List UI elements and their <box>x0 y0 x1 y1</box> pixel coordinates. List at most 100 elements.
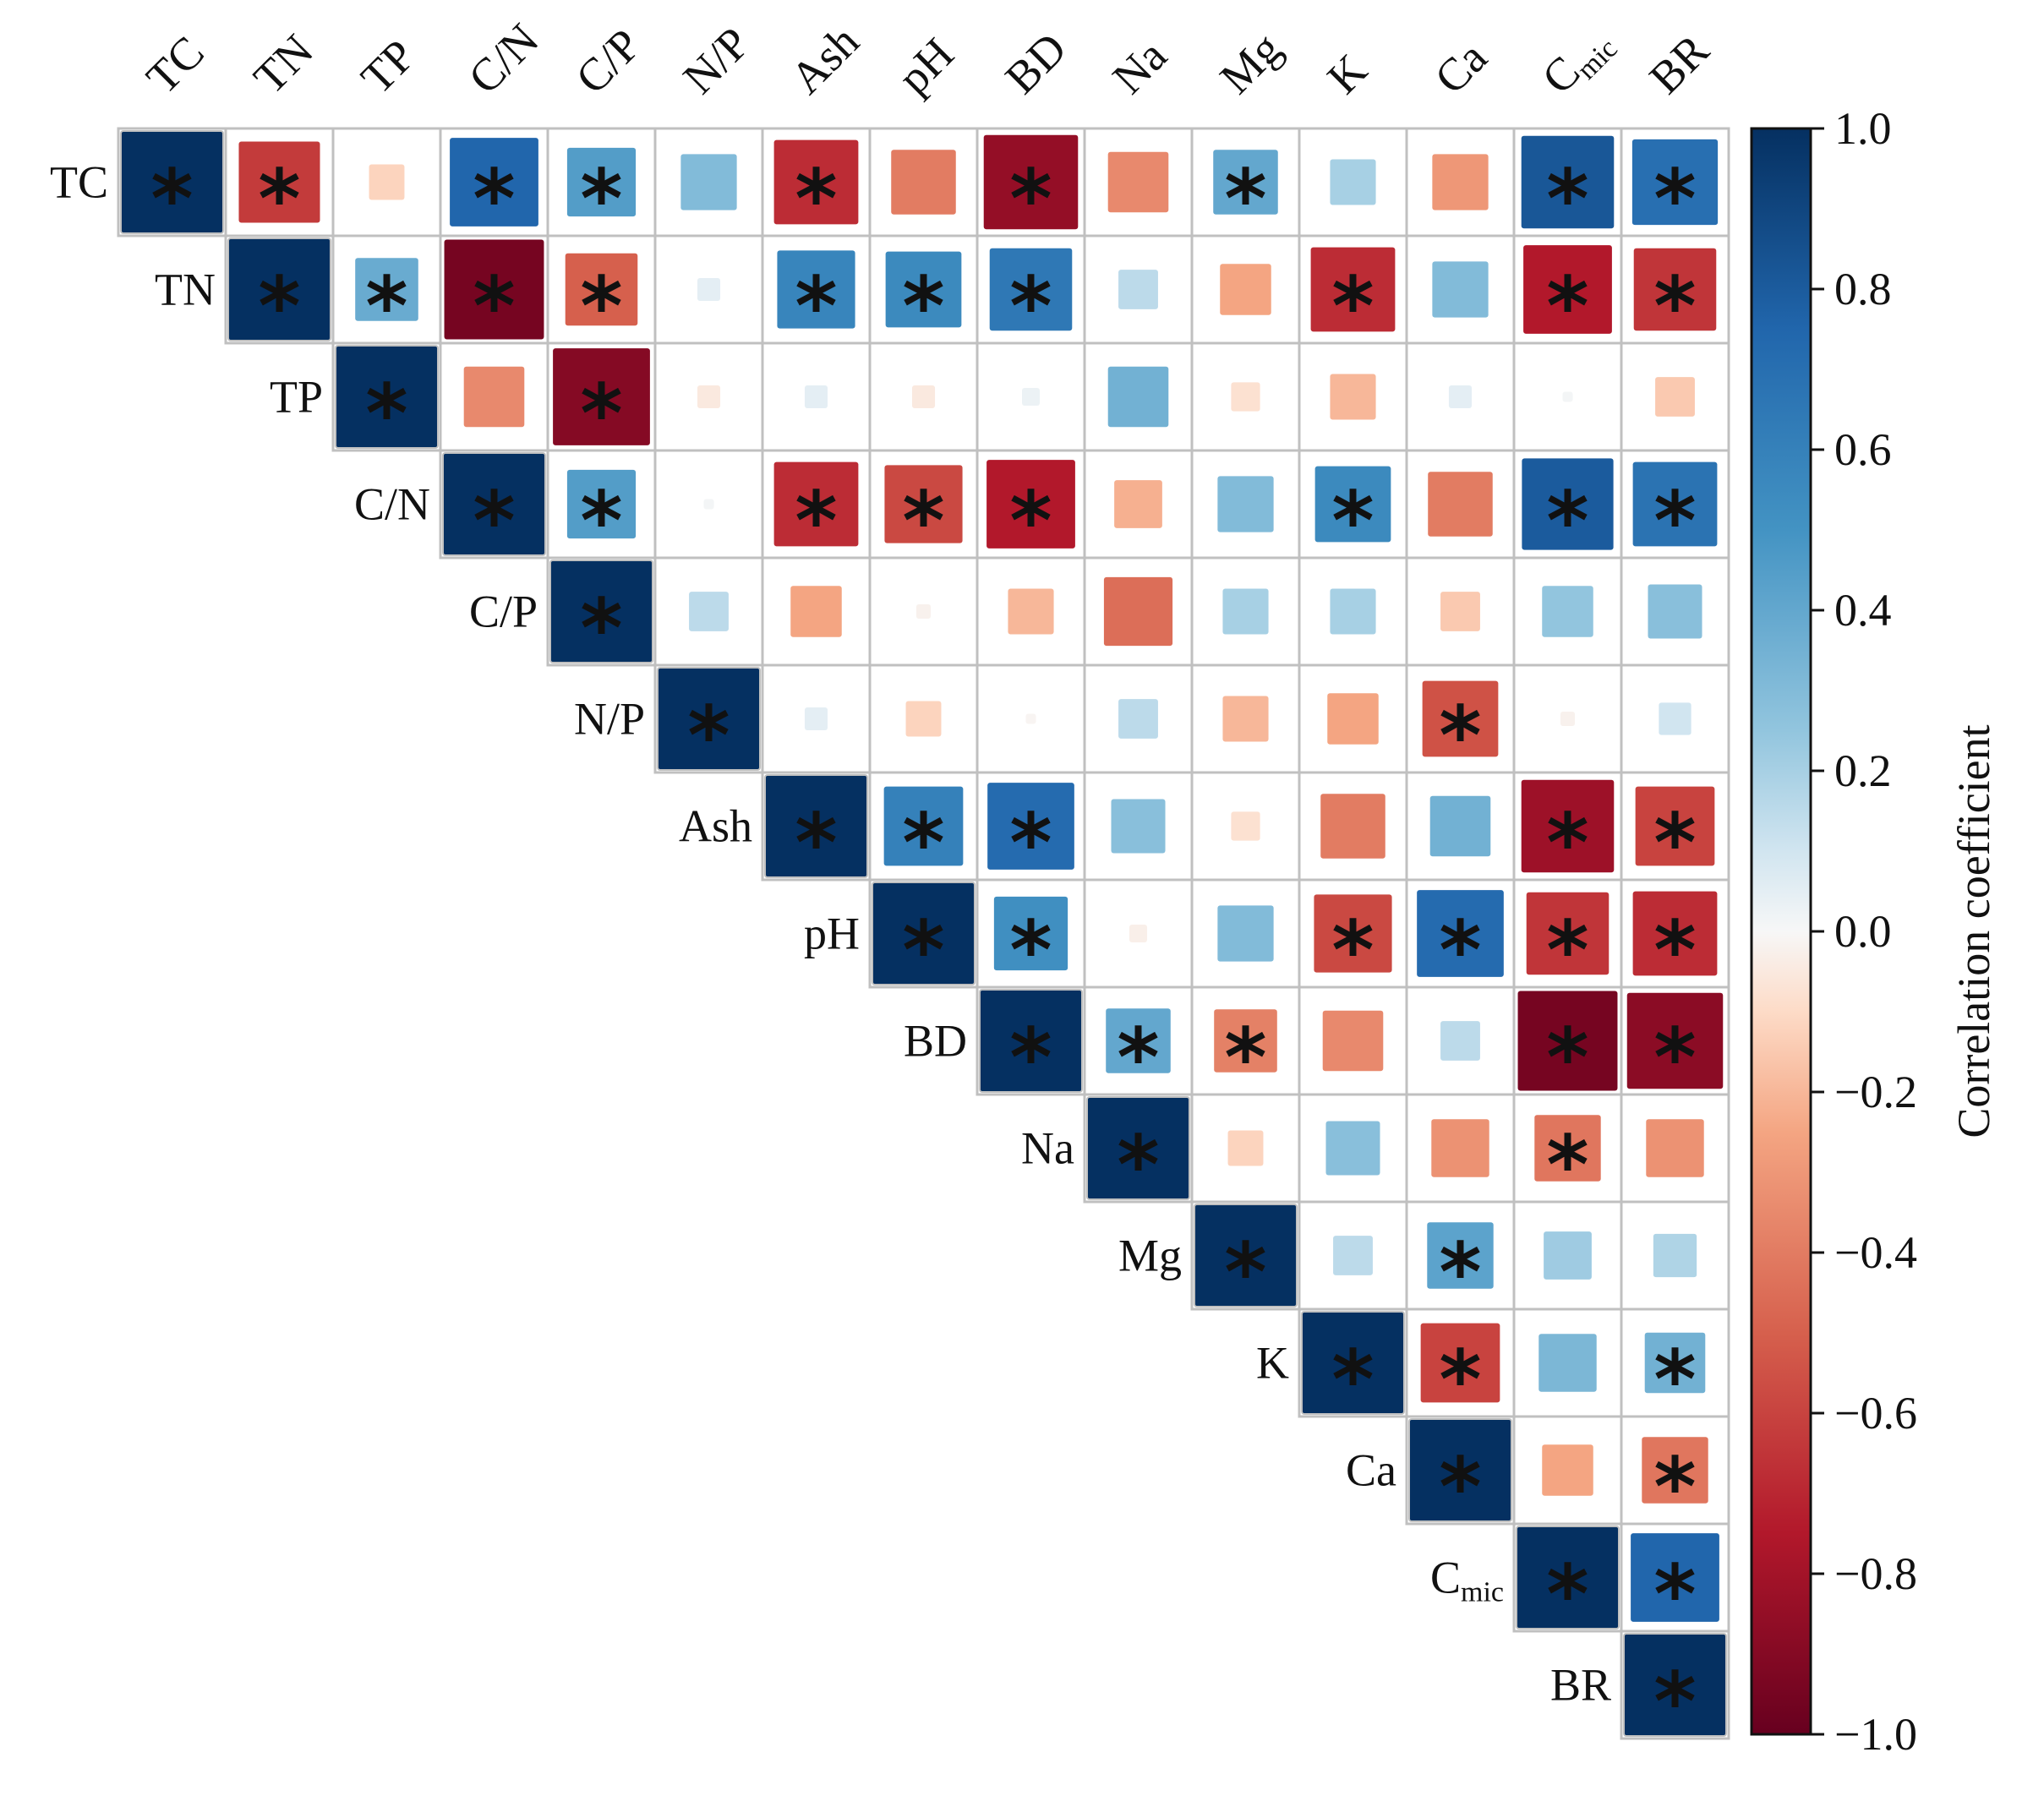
cell-c-n-n-p <box>703 499 714 510</box>
colorbar-tick-label: 0.8 <box>1834 264 1892 314</box>
cell-bd-c-mic-significance-marker: * <box>1546 1011 1588 1105</box>
cell-tn-tp-significance-marker: * <box>365 259 407 354</box>
cell-c-mic-c-mic-significance-marker: * <box>1546 1548 1588 1642</box>
cell-tc-ash <box>773 139 859 225</box>
cell-tp-k <box>1330 374 1376 420</box>
row-labels: TC TN TP C/N C/P N/P Ash pH BD Na Mg K Ca Cmic BR <box>50 157 1611 1711</box>
cell-n-p-bd <box>1025 713 1036 724</box>
cell-tp-n-p <box>697 385 721 409</box>
cell-k-ca <box>1420 1323 1500 1403</box>
cell-ash-br-significance-marker: * <box>1653 796 1696 891</box>
cell-tc-c-n <box>450 138 538 227</box>
cell-c-p-ash <box>790 586 842 637</box>
cell-na-br <box>1646 1119 1704 1177</box>
cell-c-n-na <box>1114 480 1162 528</box>
cell-c-n-c-n <box>442 452 546 556</box>
cell-tp-mg <box>1231 382 1260 412</box>
cell-ash-mg <box>1231 811 1260 841</box>
cell-mg-mg-significance-marker: * <box>1224 1226 1266 1320</box>
cell-ash-br <box>1635 786 1715 866</box>
cell-tc-mg-significance-marker: * <box>1224 152 1266 247</box>
cell-c-n-k-significance-marker: * <box>1331 474 1374 569</box>
cell-n-p-na <box>1118 699 1158 739</box>
cell-bd-k <box>1322 1010 1384 1072</box>
cell-k-ca-significance-marker: * <box>1439 1333 1481 1428</box>
column-label-n-p: N/P <box>674 18 760 104</box>
cell-ash-na <box>1111 799 1166 854</box>
cell-bd-na <box>1106 1008 1171 1073</box>
cell-c-n-ph <box>884 465 963 543</box>
cell-c-n-br <box>1632 461 1718 547</box>
cell-c-n-ph-significance-marker: * <box>902 474 944 569</box>
cell-n-p-ca <box>1422 680 1499 757</box>
column-label-ph: pH <box>888 28 964 103</box>
cell-c-p-n-p <box>689 592 729 631</box>
cell-bd-ca <box>1440 1021 1480 1061</box>
cell-bd-mg <box>1214 1009 1277 1073</box>
cell-ash-bd-significance-marker: * <box>1009 796 1052 891</box>
cell-tn-n-p <box>697 277 721 302</box>
cell-c-n-mg <box>1217 476 1274 532</box>
cell-bd-br-significance-marker: * <box>1653 1011 1696 1105</box>
cell-tc-c-n-significance-marker: * <box>473 152 515 247</box>
cell-tn-ash <box>777 250 855 329</box>
cell-tn-tp <box>355 258 418 321</box>
cell-na-na <box>1086 1096 1190 1200</box>
row-label-c-n: C/N <box>354 479 430 530</box>
cell-tc-c-mic-significance-marker: * <box>1546 152 1588 247</box>
cell-c-mic-c-mic <box>1516 1526 1620 1630</box>
cell-c-n-c-p <box>566 469 637 539</box>
cell-ph-na <box>1129 925 1147 942</box>
cell-c-p-k <box>1330 588 1376 635</box>
cell-mg-ca <box>1427 1222 1494 1289</box>
colorbar-tick-label: −0.4 <box>1834 1227 1917 1278</box>
row-label-ph: pH <box>804 909 860 959</box>
cell-ph-ph <box>872 882 976 985</box>
cell-ph-c-mic-significance-marker: * <box>1546 903 1588 998</box>
cell-c-n-bd <box>986 460 1075 549</box>
cell-tp-c-p-significance-marker: * <box>580 367 622 461</box>
cell-bd-bd-significance-marker: * <box>1009 1011 1052 1105</box>
cell-tn-bd-significance-marker: * <box>1009 259 1052 354</box>
cell-tn-c-mic-significance-marker: * <box>1546 259 1588 354</box>
cell-n-p-br <box>1659 702 1691 735</box>
cell-tn-c-p-significance-marker: * <box>580 259 622 354</box>
cell-ash-c-mic <box>1521 779 1615 873</box>
column-label-ca: Ca <box>1425 32 1497 104</box>
colorbar-tick-label: 1.0 <box>1834 103 1892 154</box>
cell-ca-ca <box>1408 1418 1512 1522</box>
cell-tn-ash-significance-marker: * <box>795 259 837 354</box>
cell-c-n-c-n-significance-marker: * <box>473 474 515 569</box>
cell-tn-ph-significance-marker: * <box>902 259 944 354</box>
row-label-n-p: N/P <box>574 694 645 745</box>
row-label-tc: TC <box>50 157 108 208</box>
cell-bd-mg-significance-marker: * <box>1224 1011 1266 1105</box>
cell-ca-c-mic <box>1542 1444 1593 1496</box>
cell-mg-mg <box>1194 1204 1298 1307</box>
cell-mg-c-mic <box>1544 1231 1592 1280</box>
cell-ash-k <box>1320 794 1385 859</box>
cell-tn-c-p <box>565 253 638 326</box>
cell-tc-ca <box>1432 154 1489 210</box>
cell-tc-c-mic <box>1521 135 1615 229</box>
column-label-mg: Mg <box>1211 23 1291 103</box>
cell-c-n-bd-significance-marker: * <box>1009 474 1052 569</box>
colorbar-tick-label: 0.4 <box>1834 585 1892 636</box>
cell-c-p-br <box>1648 584 1702 639</box>
colorbar-ticks: 1.0 0.8 0.6 0.4 0.2 0.0 −0.2 −0.4 −0.6 −0.8 −1.0 <box>1811 103 1917 1760</box>
cell-n-p-ash <box>804 707 828 731</box>
row-label-bd: BD <box>904 1016 967 1067</box>
cell-tc-br <box>1631 139 1719 226</box>
cell-na-c-mic-significance-marker: * <box>1546 1118 1588 1213</box>
column-label-bd: BD <box>996 23 1076 103</box>
cell-tn-k <box>1310 247 1396 332</box>
cell-ph-k-significance-marker: * <box>1331 903 1374 998</box>
cell-tp-tp-significance-marker: * <box>365 367 407 461</box>
cell-br-br <box>1623 1633 1727 1737</box>
cell-tn-bd <box>989 248 1073 331</box>
row-label-ca: Ca <box>1346 1445 1396 1496</box>
column-label-tn: TN <box>244 25 323 103</box>
row-label-br: BR <box>1550 1660 1611 1711</box>
cell-tp-na <box>1107 366 1169 428</box>
cell-tn-ph <box>885 251 962 328</box>
